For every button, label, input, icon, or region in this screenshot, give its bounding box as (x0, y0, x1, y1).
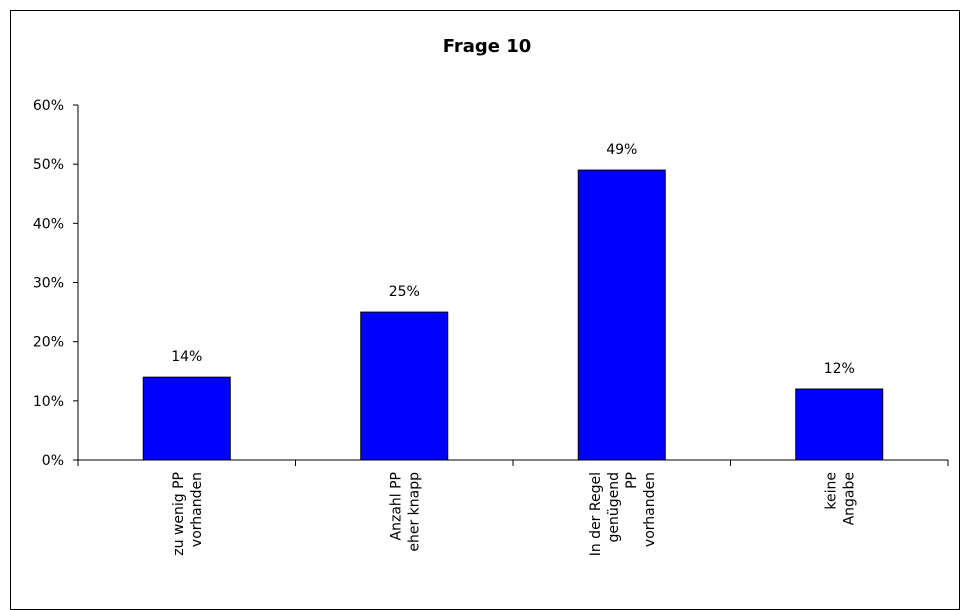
y-tick-label: 20% (33, 335, 64, 351)
category-label: Angabe (841, 472, 857, 525)
y-tick-label: 30% (33, 276, 64, 292)
category-label: Anzahl PP (388, 472, 404, 540)
chart-title: Frage 10 (443, 36, 532, 57)
chart-frame (10, 10, 960, 610)
value-label: 14% (171, 349, 202, 365)
bar (360, 311, 449, 461)
y-tick-label: 60% (33, 98, 64, 114)
y-tick-label: 10% (33, 394, 64, 410)
category-label: vorhanden (189, 472, 205, 547)
bar-chart: Frage 10 0% 10% 20% 30% 40% 50% 60% 14% zu weni… (33, 36, 949, 556)
bar (795, 388, 884, 461)
bar (142, 376, 231, 461)
category-label: zu wenig PP (171, 472, 187, 556)
value-label: 25% (389, 284, 420, 300)
y-tick-label: 40% (33, 216, 64, 232)
y-tick-label: 50% (33, 157, 64, 173)
category-label: PP (624, 472, 640, 489)
category-label: eher knapp (406, 472, 422, 552)
bar (577, 169, 666, 461)
category-label: vorhanden (642, 472, 658, 547)
y-tick-label: 0% (42, 453, 64, 469)
category-label: In der Regel (588, 472, 604, 556)
value-label: 49% (606, 142, 637, 158)
value-label: 12% (824, 361, 855, 377)
category-label: genügend (606, 472, 622, 543)
category-label: keine (823, 472, 839, 510)
